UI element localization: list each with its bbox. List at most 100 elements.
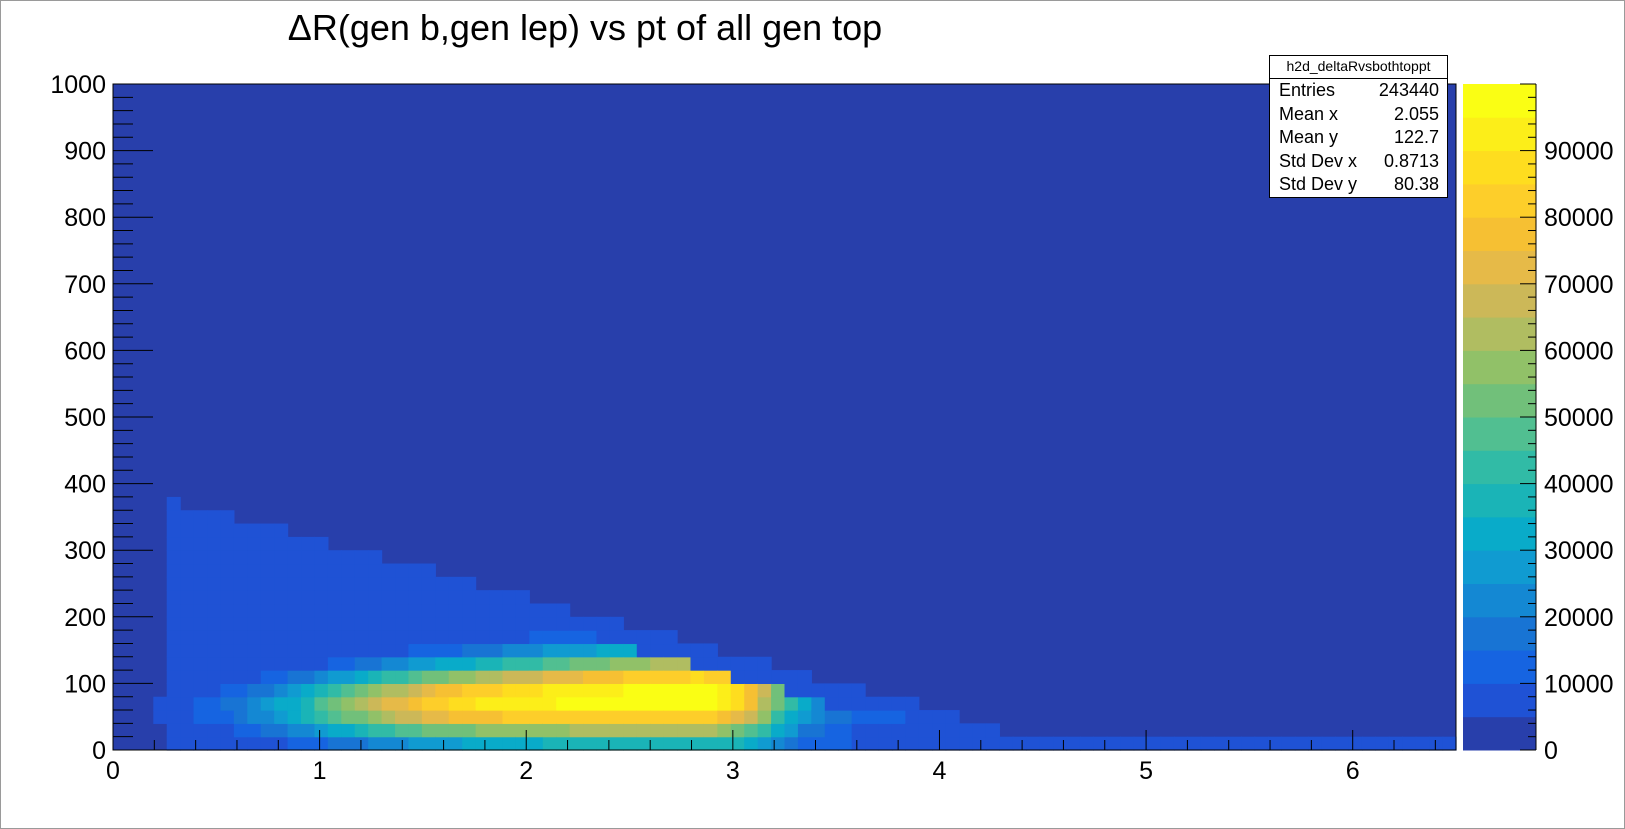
- heatmap-cell: [435, 576, 450, 591]
- heatmap-cell: [1281, 736, 1296, 751]
- heatmap-cell: [462, 616, 477, 631]
- heatmap-cell: [421, 563, 436, 578]
- heatmap-cell: [341, 723, 356, 738]
- x-axis: 0 1 2 3 4 5 6: [106, 730, 1456, 785]
- heatmap-cell: [233, 670, 248, 684]
- heatmap-cell: [287, 643, 302, 658]
- heatmap-cell: [274, 710, 289, 724]
- heatmap-cell: [851, 683, 866, 698]
- heatmap-cell: [1429, 736, 1444, 751]
- heatmap-cell: [1415, 736, 1430, 751]
- heatmap-cell: [542, 616, 557, 631]
- y-tick-label: 0: [92, 737, 106, 765]
- heatmap-cell: [354, 550, 369, 565]
- heatmap-cell: [542, 670, 557, 684]
- heatmap-cell: [542, 710, 557, 724]
- heatmap-cell: [301, 670, 316, 684]
- heatmap-cell: [1308, 736, 1323, 751]
- heatmap-cell: [623, 630, 638, 645]
- heatmap-cell: [730, 723, 745, 738]
- heatmap-cell: [287, 616, 302, 631]
- heatmap-cell: [233, 710, 248, 724]
- heatmap-cell: [757, 670, 772, 684]
- heatmap-cell: [368, 656, 383, 671]
- palette-swatch: [1463, 117, 1536, 152]
- heatmap-cell: [515, 736, 530, 751]
- heatmap-cell: [247, 656, 262, 671]
- heatmap-cell: [784, 710, 799, 724]
- heatmap-cell: [1147, 736, 1162, 751]
- heatmap-cell: [569, 643, 584, 658]
- heatmap-cell: [529, 630, 544, 645]
- heatmap-cell: [220, 550, 235, 565]
- heatmap-cell: [636, 683, 651, 698]
- heatmap-cell: [193, 590, 208, 605]
- heatmap-cell: [421, 630, 436, 645]
- heatmap-cell: [797, 736, 812, 751]
- heatmap-cell: [354, 710, 369, 724]
- heatmap-cell: [891, 723, 906, 738]
- heatmap-cell: [448, 670, 463, 684]
- heatmap-cell: [462, 656, 477, 671]
- heatmap-cell: [193, 670, 208, 684]
- heatmap-cell: [341, 616, 356, 631]
- heatmap-cell: [677, 683, 692, 698]
- heatmap-cell: [166, 656, 181, 671]
- heatmap-cell: [556, 643, 571, 658]
- heatmap-cell: [918, 723, 933, 738]
- heatmap-cell: [596, 710, 611, 724]
- heatmap-cell: [233, 656, 248, 671]
- heatmap-cell: [368, 630, 383, 645]
- chart-title: ΔR(gen b,gen lep) vs pt of all gen top: [288, 7, 882, 48]
- heatmap-cell: [274, 630, 289, 645]
- heatmap-cell: [166, 536, 181, 551]
- heatmap-cell: [717, 736, 732, 751]
- heatmap-cell: [327, 590, 342, 605]
- heatmap-cell: [435, 670, 450, 684]
- heatmap-cell: [166, 616, 181, 631]
- heatmap-cell: [583, 656, 598, 671]
- heatmap-cell: [327, 736, 342, 751]
- heatmap-cell: [771, 670, 786, 684]
- heatmap-cell: [690, 670, 705, 684]
- palette-swatch: [1463, 317, 1536, 351]
- heatmap-cell: [207, 723, 222, 738]
- heatmap-cell: [569, 670, 584, 684]
- heatmap-cell: [421, 683, 436, 698]
- heatmap-cell: [220, 656, 235, 671]
- heatmap-cell: [448, 603, 463, 618]
- heatmap-cell: [542, 656, 557, 671]
- heatmap-cell: [583, 710, 598, 724]
- heatmap-cell: [220, 603, 235, 618]
- heatmap-cell: [260, 603, 275, 618]
- heatmap-cell: [771, 723, 786, 738]
- stats-value: 122.7: [1393, 127, 1439, 147]
- heatmap-cell: [435, 656, 450, 671]
- heatmap-cell: [583, 683, 598, 698]
- heatmap-cell: [207, 696, 222, 711]
- heatmap-cell: [395, 603, 410, 618]
- heatmap-cell: [757, 736, 772, 751]
- heatmap-cell: [609, 670, 624, 684]
- heatmap-cell: [865, 696, 880, 711]
- heatmap-cell: [757, 683, 772, 698]
- palette-swatch: [1463, 183, 1536, 218]
- heatmap-cell: [1093, 736, 1108, 751]
- heatmap-cell: [744, 723, 759, 738]
- heatmap-cell: [515, 643, 530, 658]
- heatmap-cell: [301, 576, 316, 591]
- heatmap-cell: [636, 670, 651, 684]
- heatmap-cell: [421, 696, 436, 711]
- heatmap-cell: [220, 510, 235, 525]
- stats-row-mean-y: Mean y 122.7: [1270, 126, 1447, 150]
- y-tick-label: 700: [64, 271, 106, 299]
- heatmap-cell: [327, 563, 342, 578]
- heatmap-cell: [757, 723, 772, 738]
- heatmap-cell: [703, 643, 718, 658]
- heatmap-cell: [166, 710, 181, 724]
- color-palette: [1463, 84, 1536, 751]
- heatmap-cell: [301, 536, 316, 551]
- heatmap-cell: [435, 630, 450, 645]
- heatmap-cell: [475, 696, 490, 711]
- heatmap-cell: [207, 710, 222, 724]
